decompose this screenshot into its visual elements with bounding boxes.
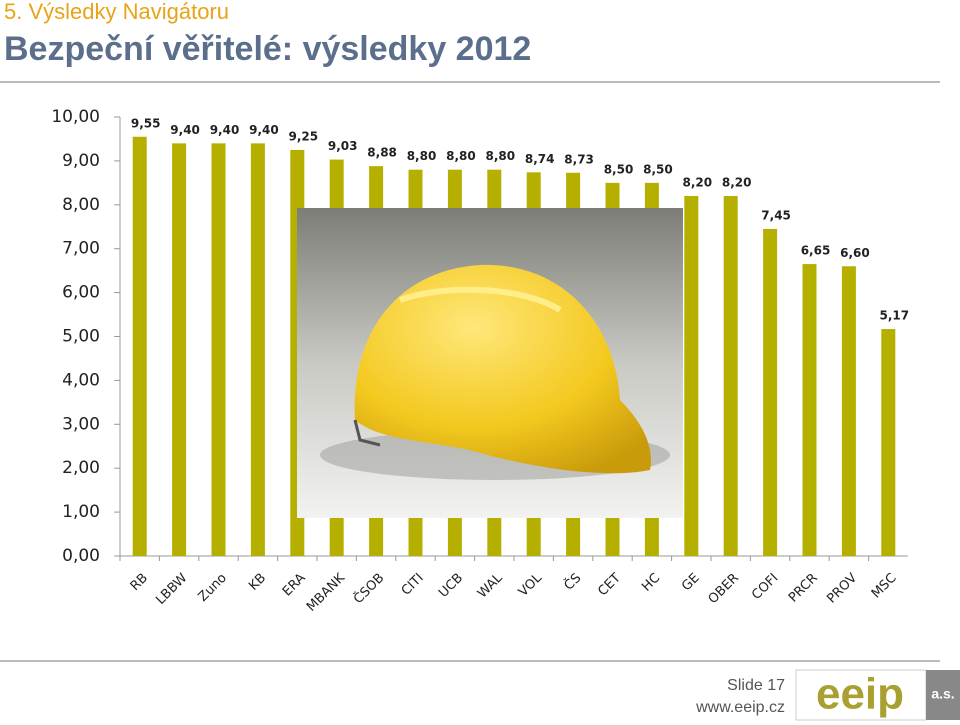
logo-suffix-box [926, 670, 960, 720]
section-title: 5. Výsledky Navigátoru [4, 0, 229, 24]
value-label: 8,80 [407, 149, 437, 163]
y-tick-label: 3,00 [62, 414, 100, 434]
value-label: 9,55 [131, 116, 161, 130]
y-tick-label: 5,00 [62, 327, 100, 347]
y-tick-label: 7,00 [62, 239, 100, 259]
x-tick-label: CET [595, 571, 623, 599]
y-tick-label: 2,00 [62, 458, 100, 478]
value-label: 8,74 [525, 152, 555, 166]
value-labels: 9,55 9,40 9,40 9,40 9,25 9,03 8,88 8,80 8,80 8,80… [131, 116, 909, 322]
bar [802, 264, 817, 556]
value-label: 6,65 [801, 244, 831, 258]
bar [841, 266, 856, 556]
bar [211, 143, 226, 556]
y-tick-label: 4,00 [62, 370, 100, 390]
value-label: 5,17 [879, 309, 909, 323]
bar [172, 143, 187, 556]
bar [132, 136, 147, 556]
bar [250, 143, 265, 556]
x-tick-label: HC [639, 571, 663, 595]
helmet-photo [297, 208, 683, 518]
logo-suffix: a.s. [931, 686, 954, 702]
value-label: 8,73 [564, 152, 594, 166]
value-label: 6,60 [840, 246, 870, 260]
value-label: 8,88 [367, 146, 397, 160]
x-tick-label: ČSOB [350, 570, 387, 607]
y-tick-label: 8,00 [62, 195, 100, 215]
x-tick-label: WAL [475, 570, 506, 601]
value-label: 9,25 [288, 129, 318, 143]
x-tick-label: UCB [436, 571, 466, 601]
value-label: 7,45 [761, 208, 791, 222]
value-label: 9,03 [328, 139, 358, 153]
value-label: 9,40 [249, 123, 279, 137]
value-label: 8,80 [446, 149, 476, 163]
y-tick-label: 10,00 [51, 107, 100, 127]
value-label: 8,20 [682, 176, 712, 190]
y-tick-label: 9,00 [62, 151, 100, 171]
chart-title: Bezpeční věřitelé: výsledky 2012 [4, 30, 531, 68]
x-tick-label: CITI [399, 571, 427, 599]
y-tick-label: 6,00 [62, 283, 100, 303]
x-tick-label: MSC [869, 571, 900, 602]
x-tick-label: PRCR [786, 571, 821, 606]
x-tick-label: GE [679, 571, 703, 595]
x-tick-label: RB [128, 571, 151, 594]
x-tick-label: OBER [706, 571, 742, 607]
x-tick-label: Zuno [196, 571, 230, 605]
bar [684, 196, 699, 556]
logo: eeip [816, 670, 904, 719]
value-label: 8,50 [604, 162, 634, 176]
value-label: 8,50 [643, 162, 673, 176]
x-tick-label: PROV [824, 571, 860, 607]
x-tick-label: MBANK [304, 570, 348, 614]
y-tick-label: 0,00 [62, 546, 100, 566]
x-tick-label: KB [246, 571, 269, 594]
url: www.eeip.cz [695, 699, 785, 716]
bar [763, 228, 778, 556]
bar [723, 196, 738, 556]
y-tick-label: 1,00 [62, 502, 100, 522]
x-tick-label: LBBW [153, 571, 190, 608]
value-label: 9,40 [170, 123, 200, 137]
value-label: 8,80 [485, 149, 515, 163]
x-tick-label: ERA [280, 571, 309, 600]
value-label: 8,20 [722, 176, 752, 190]
bar [881, 329, 896, 556]
value-label: 9,40 [210, 123, 240, 137]
x-tick-label: COFI [749, 571, 781, 603]
slide-number: Slide 17 [727, 677, 785, 694]
x-tick-label: VOL [516, 570, 546, 600]
x-tick-label: ČS [561, 570, 585, 594]
logo-box [795, 669, 927, 721]
